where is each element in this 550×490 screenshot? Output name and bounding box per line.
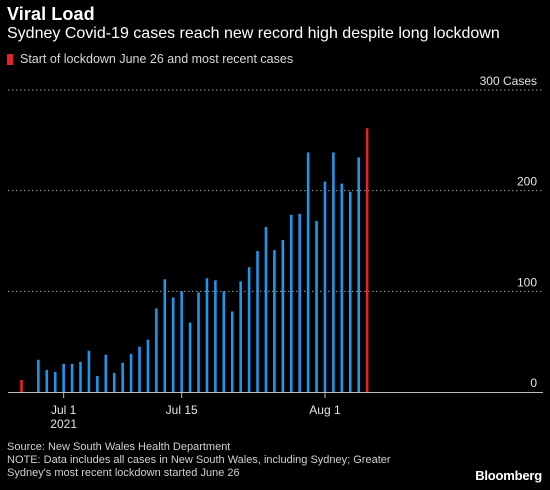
bloomberg-logo: Bloomberg	[475, 468, 542, 483]
chart-title: Viral Load	[7, 4, 95, 24]
x-tick-label: Aug 1	[309, 403, 341, 417]
bar	[87, 350, 91, 392]
bar	[273, 250, 276, 392]
legend: Start of lockdown June 26 and most recen…	[7, 52, 293, 66]
y-tick-label: 300 Cases	[480, 74, 537, 88]
bar	[230, 311, 234, 392]
bar	[239, 281, 242, 392]
bar	[112, 372, 116, 392]
bar	[214, 280, 217, 392]
bar	[188, 322, 192, 392]
bar	[104, 354, 108, 392]
bar	[306, 152, 310, 392]
bar	[146, 339, 150, 392]
chart-subtitle: Sydney Covid-19 cases reach new record h…	[7, 25, 500, 42]
legend-swatch	[7, 53, 13, 65]
bar	[340, 183, 344, 392]
bar	[281, 239, 285, 392]
x-tick-label: Jul 1	[51, 403, 77, 417]
bar	[197, 292, 200, 392]
legend-label: Start of lockdown June 26 and most recen…	[20, 52, 294, 66]
y-tick-label: 0	[530, 376, 537, 390]
note-text-line2: Sydney's most recent lockdown started Ju…	[7, 467, 240, 479]
bar-highlight	[365, 128, 369, 392]
bar	[138, 346, 141, 392]
y-tick-label: 100	[517, 275, 537, 289]
x-tick-label: Jul 15	[166, 403, 198, 417]
bar	[264, 226, 268, 392]
bar	[79, 361, 82, 392]
bar	[121, 362, 124, 392]
bar	[348, 191, 352, 392]
bar	[129, 353, 133, 392]
bar	[62, 363, 65, 392]
note-text-line1: NOTE: Data includes all cases in New Sou…	[7, 454, 391, 466]
bar	[289, 214, 293, 392]
bar	[332, 152, 335, 392]
bar	[357, 157, 360, 392]
bar-highlight	[20, 379, 23, 392]
source-text: Source: New South Wales Health Departmen…	[7, 441, 231, 453]
bar	[256, 251, 259, 392]
bar	[171, 297, 175, 392]
bar	[205, 278, 209, 392]
bar	[45, 369, 49, 392]
y-tick-label: 200	[517, 175, 537, 189]
bar	[96, 375, 99, 392]
bar	[247, 267, 251, 392]
bar	[37, 359, 40, 392]
footer: Source: New South Wales Health Departmen…	[7, 441, 391, 480]
bar	[298, 213, 301, 392]
bar	[222, 291, 226, 392]
bar	[155, 308, 158, 392]
bar	[180, 291, 183, 392]
bar	[70, 363, 74, 392]
bar	[163, 279, 167, 392]
bar	[53, 371, 57, 392]
bar	[323, 181, 327, 392]
bar	[315, 220, 318, 392]
x-tick-sublabel: 2021	[50, 417, 77, 431]
